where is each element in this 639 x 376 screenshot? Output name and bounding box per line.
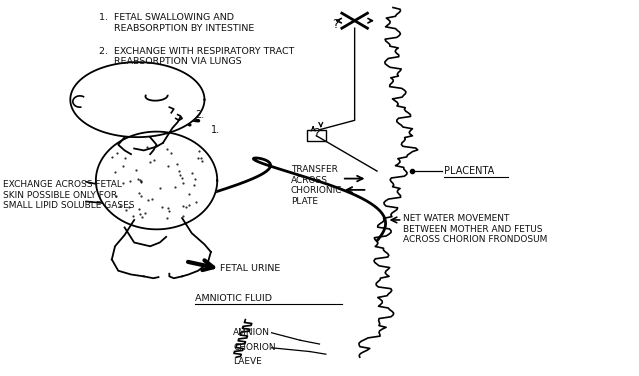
- Polygon shape: [96, 132, 217, 229]
- Text: FETAL URINE: FETAL URINE: [220, 264, 281, 273]
- Polygon shape: [70, 62, 204, 137]
- Text: NET WATER MOVEMENT
BETWEEN MOTHER AND FETUS
ACROSS CHORION FRONDOSUM: NET WATER MOVEMENT BETWEEN MOTHER AND FE…: [403, 214, 547, 244]
- Text: ?: ?: [332, 18, 339, 31]
- Text: EXCHANGE ACROSS FETAL
SKIN POSSIBLE ONLY FOR
SMALL LIPID SOLUBLE GASES: EXCHANGE ACROSS FETAL SKIN POSSIBLE ONLY…: [3, 180, 135, 210]
- Text: 2.: 2.: [195, 110, 204, 120]
- Text: AMNIOTIC FLUID: AMNIOTIC FLUID: [195, 294, 272, 303]
- Text: 1.: 1.: [211, 125, 220, 135]
- Text: ?: ?: [313, 127, 320, 140]
- Polygon shape: [125, 227, 166, 246]
- Text: LAEVE: LAEVE: [233, 357, 262, 366]
- Text: PLACENTA: PLACENTA: [444, 166, 495, 176]
- Text: AMNION: AMNION: [233, 328, 270, 337]
- Text: 2.  EXCHANGE WITH RESPIRATORY TRACT
     REABSORPTION VIA LUNGS: 2. EXCHANGE WITH RESPIRATORY TRACT REABS…: [99, 47, 295, 67]
- Text: TRANSFER
ACROSS
CHORIONIC
PLATE: TRANSFER ACROSS CHORIONIC PLATE: [291, 165, 343, 206]
- Text: 1.  FETAL SWALLOWING AND
     REABSORPTION BY INTESTINE: 1. FETAL SWALLOWING AND REABSORPTION BY …: [99, 13, 254, 33]
- Text: CHORION: CHORION: [233, 343, 276, 352]
